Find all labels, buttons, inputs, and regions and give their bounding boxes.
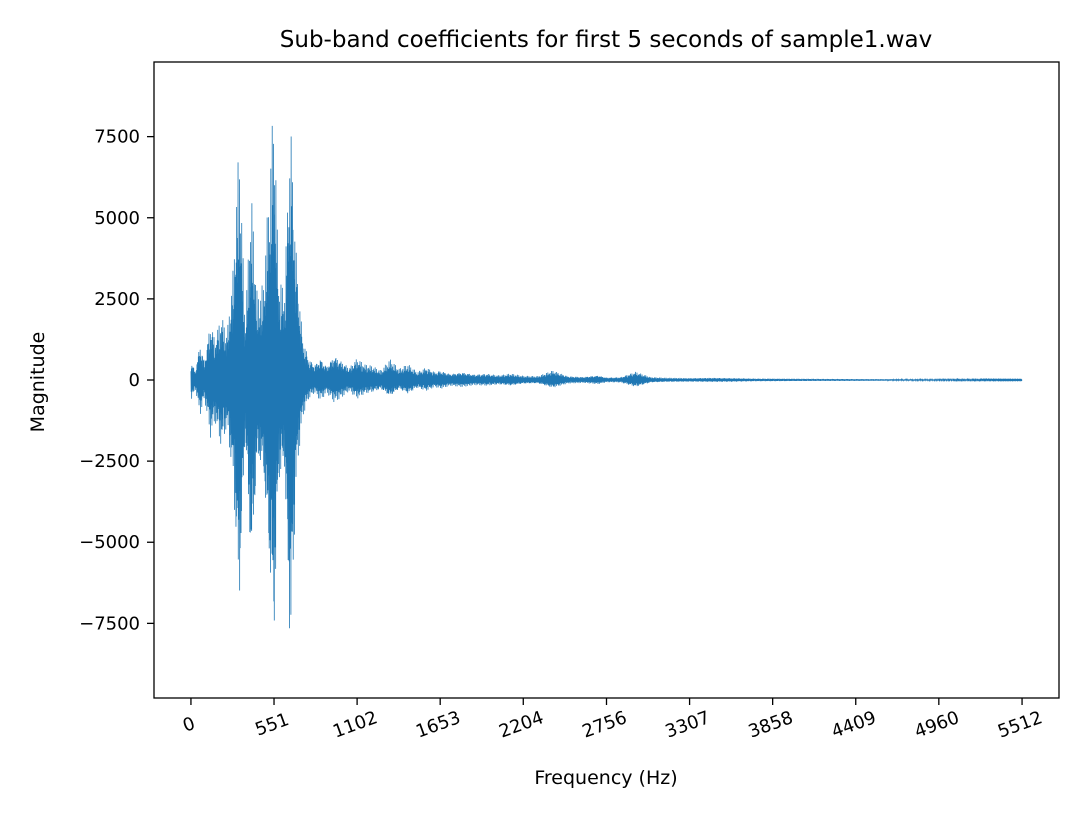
x-tick-label-2: 1102 [330, 707, 380, 742]
series-line-0 [190, 125, 1023, 629]
y-tick-label-2: −2500 [79, 451, 140, 472]
x-tick-label-9: 4960 [912, 707, 962, 742]
y-tick-label-5: 5000 [94, 208, 140, 229]
x-tick-label-8: 4409 [829, 707, 879, 742]
x-tick-label-3: 1653 [413, 707, 463, 742]
y-axis: −7500 −5000 −2500 0 2500 5000 7500 [79, 127, 154, 634]
y-tick-label-1: −5000 [79, 532, 140, 553]
x-tick-label-10: 5512 [995, 707, 1045, 742]
y-axis-label: Magnitude [27, 332, 49, 433]
x-tick-label-7: 3858 [746, 707, 796, 742]
y-tick-label-0: −7500 [79, 613, 140, 634]
x-axis-label: Frequency (Hz) [534, 767, 677, 789]
x-tick-label-1: 551 [252, 709, 291, 740]
chart-title: Sub-band coefficients for first 5 second… [280, 27, 932, 53]
y-tick-label-4: 2500 [94, 289, 140, 310]
x-tick-label-4: 2204 [496, 707, 546, 742]
plot-area [190, 125, 1023, 629]
x-tick-label-0: 0 [180, 713, 198, 737]
x-tick-label-5: 2756 [580, 707, 630, 742]
x-tick-label-6: 3307 [663, 707, 713, 742]
x-axis: 0 551 1102 1653 2204 2756 3307 3858 4409 4960 5512 [180, 698, 1045, 743]
y-tick-label-3: 0 [129, 370, 140, 391]
y-tick-label-6: 7500 [94, 127, 140, 148]
